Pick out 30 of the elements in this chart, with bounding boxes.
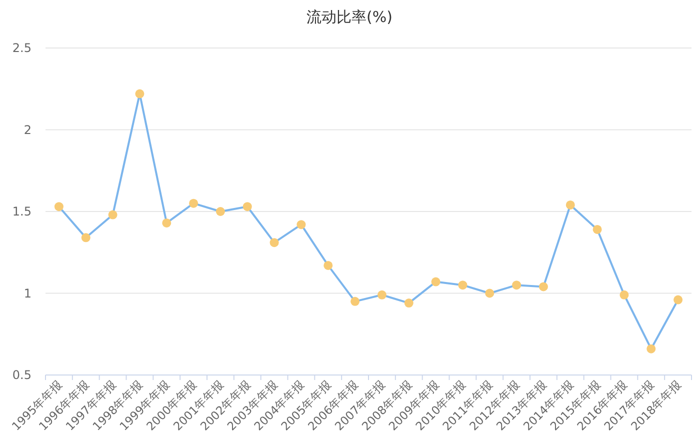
y-tick-label: 1.5: [12, 204, 32, 218]
point: [377, 290, 386, 300]
point: [592, 224, 602, 234]
point: [404, 298, 414, 308]
point: [538, 282, 548, 292]
point: [350, 296, 360, 306]
y-tick-label: 0.5: [12, 368, 32, 382]
point: [108, 210, 118, 220]
point: [485, 288, 494, 298]
y-tick-label: 2.5: [12, 41, 32, 55]
point: [324, 260, 333, 270]
point: [431, 277, 440, 286]
point: [512, 280, 522, 290]
point: [646, 344, 656, 354]
point: [270, 238, 279, 248]
point: [620, 290, 629, 300]
chart-title: 流动比率(%): [306, 8, 392, 26]
point: [674, 295, 683, 304]
point: [81, 233, 90, 242]
point: [135, 89, 144, 98]
point: [458, 280, 468, 290]
point: [54, 202, 64, 212]
point: [162, 218, 172, 228]
point: [296, 220, 306, 230]
y-tick-label: 2: [24, 122, 32, 137]
y-tick-label: 1: [24, 286, 32, 300]
point: [189, 198, 198, 208]
point: [566, 200, 575, 210]
point: [242, 202, 252, 212]
point: [216, 207, 225, 216]
